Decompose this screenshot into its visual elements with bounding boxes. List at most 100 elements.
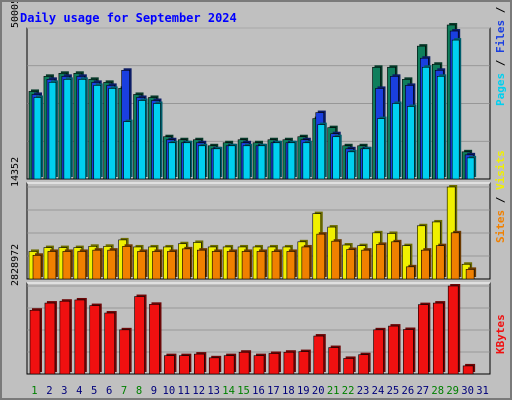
y-tick-label-bottom: 2828972 bbox=[10, 244, 21, 286]
x-tick-label-day-20: 20 bbox=[312, 385, 325, 397]
bar-pages-day-15 bbox=[242, 143, 253, 180]
x-tick-label-day-27: 27 bbox=[416, 385, 429, 397]
bar-kbytes-day-1 bbox=[29, 308, 42, 375]
bar-sites-day-28 bbox=[435, 243, 447, 280]
y-tick-label-middle: 14352 bbox=[10, 157, 21, 187]
bar-kbytes-day-7 bbox=[119, 327, 132, 375]
bar-pages-day-1 bbox=[33, 95, 43, 180]
x-tick-label-day-4: 4 bbox=[76, 385, 82, 397]
x-tick-label-day-12: 12 bbox=[192, 385, 205, 397]
bar-kbytes-day-29 bbox=[447, 284, 461, 375]
legend-item-sites: Sites bbox=[494, 210, 507, 243]
x-tick-label-day-18: 18 bbox=[282, 385, 295, 397]
legend-bottom: KBytes bbox=[494, 314, 507, 354]
bar-pages-day-11 bbox=[183, 140, 193, 180]
bar-kbytes-day-23 bbox=[358, 352, 371, 375]
bar-kbytes-day-14 bbox=[223, 353, 237, 375]
bar-pages-day-2 bbox=[48, 80, 58, 180]
bar-sites-day-24 bbox=[376, 242, 387, 280]
bar-sites-day-9 bbox=[152, 249, 163, 280]
bar-kbytes-day-28 bbox=[432, 301, 446, 375]
bar-pages-day-10 bbox=[168, 140, 178, 180]
bar-sites-day-29 bbox=[450, 230, 462, 280]
bar-pages-day-23 bbox=[362, 146, 372, 180]
bar-sites-day-15 bbox=[241, 249, 253, 280]
x-tick-label-day-8: 8 bbox=[136, 385, 142, 397]
x-tick-label-day-1: 1 bbox=[31, 385, 37, 397]
bar-sites-day-21 bbox=[331, 239, 342, 280]
bar-kbytes-day-17 bbox=[268, 351, 281, 375]
bar-kbytes-day-4 bbox=[74, 297, 87, 375]
x-tick-label-day-28: 28 bbox=[431, 385, 444, 397]
x-tick-label-day-6: 6 bbox=[106, 385, 112, 397]
bar-pages-day-25 bbox=[392, 101, 402, 180]
x-tick-label-day-26: 26 bbox=[402, 385, 415, 397]
bar-pages-day-12 bbox=[197, 143, 208, 180]
bar-kbytes-day-6 bbox=[104, 311, 117, 375]
bar-pages-day-29 bbox=[451, 38, 462, 180]
bar-sites-day-7 bbox=[122, 244, 133, 280]
bar-kbytes-day-13 bbox=[208, 355, 222, 375]
x-tick-label-day-15: 15 bbox=[237, 385, 250, 397]
bar-sites-day-20 bbox=[316, 232, 327, 280]
legend-item-files: Files bbox=[494, 20, 507, 53]
bar-pages-day-3 bbox=[63, 77, 73, 180]
bar-kbytes-day-15 bbox=[238, 350, 252, 375]
bar-pages-day-6 bbox=[108, 86, 118, 180]
x-tick-label-day-19: 19 bbox=[297, 385, 310, 397]
x-tick-label-day-21: 21 bbox=[327, 385, 340, 397]
bar-kbytes-day-21 bbox=[328, 345, 341, 375]
bar-pages-day-24 bbox=[377, 116, 387, 180]
bar-sites-day-27 bbox=[421, 248, 432, 280]
x-tick-label-day-22: 22 bbox=[342, 385, 355, 397]
bar-kbytes-day-19 bbox=[298, 349, 311, 375]
bar-kbytes-day-3 bbox=[59, 299, 72, 375]
bar-kbytes-day-26 bbox=[403, 327, 416, 375]
x-tick-label-day-30: 30 bbox=[461, 385, 474, 397]
bar-sites-day-22 bbox=[346, 247, 357, 280]
bar-sites-day-16 bbox=[256, 249, 268, 280]
bar-kbytes-day-24 bbox=[373, 327, 386, 375]
bar-sites-day-19 bbox=[301, 244, 312, 280]
x-tick-label-day-2: 2 bbox=[46, 385, 52, 397]
bar-sites-day-5 bbox=[92, 248, 103, 280]
bar-pages-day-17 bbox=[272, 140, 282, 180]
bar-pages-day-28 bbox=[436, 74, 447, 180]
x-tick-label-day-10: 10 bbox=[163, 385, 176, 397]
x-tick-label-day-29: 29 bbox=[446, 385, 459, 397]
bar-sites-day-14 bbox=[226, 249, 238, 280]
bar-sites-day-8 bbox=[137, 249, 148, 280]
bar-pages-day-19 bbox=[302, 140, 312, 180]
bar-pages-day-22 bbox=[347, 149, 357, 180]
bar-sites-day-25 bbox=[391, 239, 402, 280]
bar-sites-day-18 bbox=[286, 249, 297, 280]
bar-pages-day-7 bbox=[123, 119, 133, 180]
bar-pages-day-8 bbox=[138, 98, 148, 180]
bar-sites-day-23 bbox=[361, 248, 372, 280]
bar-kbytes-day-16 bbox=[253, 353, 267, 375]
bar-sites-day-30 bbox=[465, 267, 477, 280]
x-tick-label-day-16: 16 bbox=[252, 385, 265, 397]
bar-sites-day-11 bbox=[182, 246, 193, 280]
legend-top: Pages / Files / Hits bbox=[494, 2, 507, 106]
bar-kbytes-day-30 bbox=[462, 363, 476, 375]
bar-kbytes-day-10 bbox=[164, 353, 177, 375]
x-tick-label-day-9: 9 bbox=[151, 385, 157, 397]
bar-pages-day-5 bbox=[93, 83, 103, 180]
x-tick-label-day-7: 7 bbox=[121, 385, 127, 397]
bar-kbytes-day-22 bbox=[343, 356, 356, 375]
bar-sites-day-4 bbox=[77, 249, 88, 280]
legend-item-visits: Visits bbox=[494, 150, 507, 190]
bar-pages-day-4 bbox=[78, 77, 88, 180]
bar-sites-day-6 bbox=[107, 248, 118, 280]
x-tick-label-day-11: 11 bbox=[177, 385, 190, 397]
bar-pages-day-13 bbox=[212, 146, 223, 180]
bar-kbytes-day-18 bbox=[283, 350, 296, 375]
y-tick-label-top: 50005 bbox=[10, 2, 21, 28]
bar-pages-day-18 bbox=[287, 140, 297, 180]
x-tick-label-day-23: 23 bbox=[357, 385, 370, 397]
x-tick-label-day-3: 3 bbox=[61, 385, 67, 397]
bar-kbytes-day-27 bbox=[418, 302, 431, 375]
bar-sites-day-10 bbox=[167, 249, 178, 280]
